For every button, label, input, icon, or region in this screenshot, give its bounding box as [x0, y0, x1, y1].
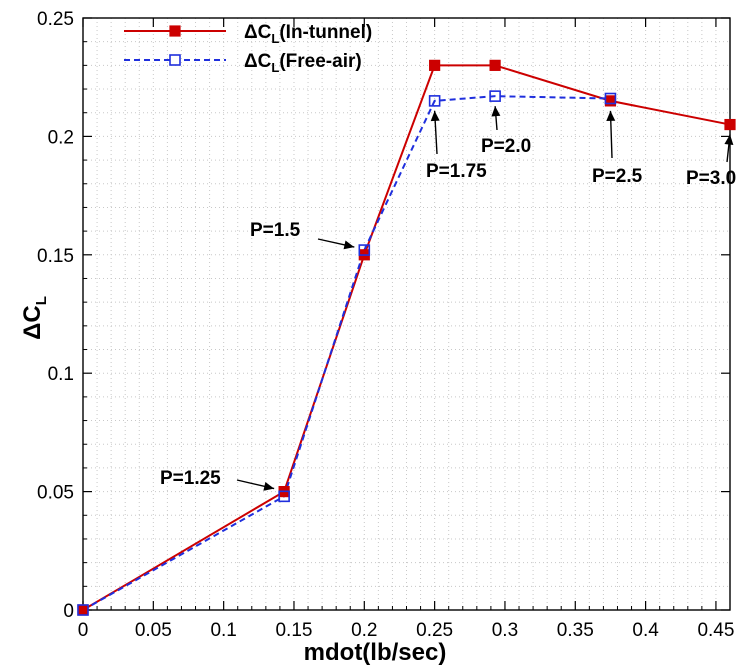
y-tick-label: 0.15 [37, 246, 74, 267]
annotation-arrow-head [606, 110, 616, 122]
annotation: P=2.5 [592, 110, 643, 187]
y-tick-label: 0.1 [48, 364, 74, 385]
annotation-arrow-head [343, 240, 355, 250]
legend-entry-in-tunnel: ΔCL(In-tunnel) [124, 22, 372, 46]
data-point-1 [489, 90, 501, 102]
x-tick-label: 0.3 [492, 620, 518, 641]
legend-label-free-air: ΔCL(Free-air) [244, 51, 362, 75]
axes [82, 17, 731, 611]
data-point-0 [724, 118, 736, 131]
legend-label-free-air-suffix: (Free-air) [279, 51, 361, 72]
annotation-arrow-head [724, 134, 734, 145]
legend-label-free-air-delta: Δ [244, 51, 258, 72]
y-axis-title: ΔCL [19, 296, 50, 340]
series-markers [77, 59, 736, 616]
legend-label-free-air-main: C [258, 51, 272, 72]
legend-label-in-tunnel-sub: L [271, 31, 279, 46]
legend-label-in-tunnel: ΔCL(In-tunnel) [244, 22, 372, 46]
legend-marker-in-tunnel [169, 25, 181, 37]
legend-marker-free-air [169, 54, 181, 66]
data-point-1 [77, 604, 89, 616]
legend-label-in-tunnel-suffix: (In-tunnel) [279, 22, 372, 43]
y-tick-labels: 0 0.05 0.1 0.15 0.2 0.25 [37, 9, 74, 622]
annotation: P=1.25 [160, 468, 275, 491]
annotation-label: P=1.75 [426, 161, 487, 182]
annotation-arrow-head [491, 106, 501, 117]
legend-label-free-air-sub: L [271, 60, 279, 75]
y-tick-label: 0.25 [37, 9, 74, 30]
x-tick-label: 0.1 [210, 620, 236, 641]
legend-label-in-tunnel-delta: Δ [244, 22, 258, 43]
x-tick-label: 0.25 [416, 620, 453, 641]
annotation: P=3.0 [686, 134, 736, 189]
data-point-1 [358, 244, 371, 256]
annotation: P=1.5 [250, 220, 355, 250]
data-point-0 [77, 604, 89, 616]
y-tick-label: 0.2 [48, 127, 74, 148]
x-tick-label: 0.35 [557, 620, 594, 641]
legend-entry-free-air: ΔCL(Free-air) [124, 51, 362, 75]
x-tick-label: 0.15 [275, 620, 312, 641]
annotation-label: P=1.25 [160, 468, 221, 489]
legend-label-in-tunnel-main: C [258, 22, 272, 43]
series-line-0 [82, 64, 731, 611]
x-tick-label: 0.45 [697, 620, 734, 641]
annotation-arrow-head [430, 110, 440, 122]
data-point-0 [429, 59, 441, 71]
annotation-label: P=2.0 [481, 136, 531, 157]
x-tick-label: 0 [78, 620, 89, 641]
x-tick-label: 0.4 [632, 620, 659, 641]
annotations: P=1.25 P=1.5 P=1.75 P=2.0 P=2.5 P=3.0 [160, 106, 736, 491]
data-point-1 [428, 95, 441, 107]
legend: ΔCL(In-tunnel) ΔCL(Free-air) [124, 22, 372, 75]
y-axis-title-sub: L [33, 296, 50, 305]
x-tick-label: 0.05 [135, 620, 172, 641]
y-tick-label: 0.05 [37, 483, 74, 504]
annotation: P=2.0 [481, 106, 531, 157]
data-point-0 [604, 95, 617, 107]
x-tick-label: 0.2 [351, 620, 377, 641]
data-point-1 [604, 92, 617, 105]
annotation-label: P=2.5 [592, 166, 643, 187]
data-point-0 [489, 59, 501, 71]
grid [83, 18, 730, 610]
annotation-label: P=3.0 [686, 168, 736, 189]
y-axis-title-main: C [19, 305, 46, 322]
data-point-1 [278, 490, 290, 503]
series-lines [82, 64, 731, 611]
annotation-arrow-head [263, 481, 275, 491]
series-line-1 [82, 95, 611, 611]
annotation-label: P=1.5 [250, 220, 301, 241]
x-axis-title: mdot(lb/sec) [304, 639, 447, 666]
annotation: P=1.75 [426, 110, 487, 182]
x-tick-labels: 0 0.05 0.1 0.15 0.2 0.25 0.3 0.35 0.4 0.45 [78, 620, 735, 641]
y-tick-label: 0 [63, 601, 74, 622]
y-axis-title-delta: Δ [19, 323, 46, 340]
